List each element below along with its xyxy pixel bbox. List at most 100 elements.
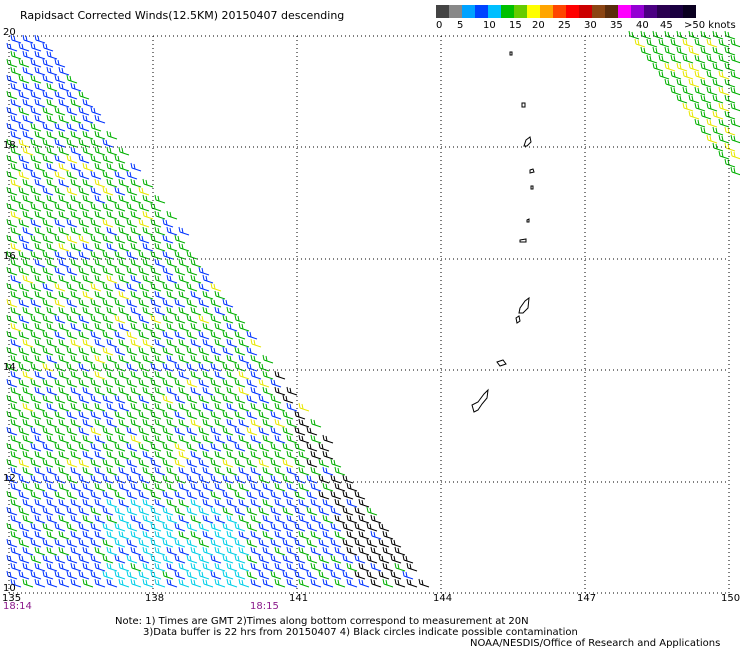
wind-barb bbox=[22, 370, 34, 380]
wind-barb bbox=[78, 234, 90, 244]
wind-barb bbox=[402, 570, 414, 580]
wind-barb bbox=[30, 234, 42, 244]
wind-barb bbox=[154, 434, 166, 444]
wind-barb bbox=[58, 194, 70, 204]
legend-swatch bbox=[579, 5, 592, 18]
wind-barb bbox=[234, 362, 246, 372]
wind-barb bbox=[166, 210, 178, 220]
wind-barb bbox=[700, 94, 712, 104]
wind-barb bbox=[22, 322, 34, 332]
wind-barb bbox=[210, 330, 222, 340]
wind-barb bbox=[22, 66, 34, 76]
wind-barb bbox=[178, 274, 190, 284]
lon-label-141: 141 bbox=[289, 593, 309, 604]
wind-barb bbox=[58, 146, 70, 156]
wind-barb bbox=[126, 442, 138, 452]
wind-barb bbox=[22, 178, 34, 188]
wind-barb bbox=[18, 538, 30, 548]
wind-barb bbox=[22, 402, 34, 412]
wind-barb bbox=[30, 90, 42, 100]
wind-barb bbox=[46, 210, 58, 220]
wind-barb bbox=[70, 562, 82, 572]
wind-barb bbox=[688, 94, 700, 104]
wind-barb bbox=[306, 522, 318, 532]
wind-barb bbox=[174, 362, 186, 372]
wind-barb bbox=[366, 570, 378, 580]
wind-barb bbox=[70, 546, 82, 556]
wind-barb bbox=[262, 466, 274, 476]
wind-barb bbox=[18, 346, 30, 356]
wind-barb bbox=[262, 562, 274, 572]
wind-barb bbox=[186, 554, 198, 564]
wind-barb bbox=[114, 426, 126, 436]
wind-barb bbox=[94, 434, 106, 444]
wind-barb bbox=[142, 482, 154, 492]
wind-barb bbox=[202, 450, 214, 460]
wind-barb bbox=[190, 578, 202, 588]
wind-barb bbox=[66, 442, 78, 452]
wind-barb bbox=[186, 250, 198, 260]
wind-barb bbox=[346, 578, 358, 588]
wind-barb bbox=[270, 442, 282, 452]
wind-barb bbox=[174, 570, 186, 580]
wind-barb bbox=[114, 506, 126, 516]
wind-barb bbox=[70, 514, 82, 524]
wind-barb bbox=[214, 434, 226, 444]
wind-barb bbox=[222, 362, 234, 372]
wind-barb bbox=[270, 378, 282, 388]
wind-barb bbox=[142, 242, 154, 252]
wind-barb bbox=[102, 250, 114, 260]
wind-barb bbox=[190, 498, 202, 508]
wind-barb bbox=[178, 226, 190, 236]
wind-barb bbox=[10, 402, 22, 412]
wind-barb bbox=[262, 514, 274, 524]
wind-barb bbox=[730, 38, 740, 48]
wind-barb bbox=[90, 298, 102, 308]
wind-barb bbox=[54, 138, 66, 148]
wind-barb bbox=[34, 482, 46, 492]
wind-barb bbox=[222, 442, 234, 452]
wind-barb bbox=[370, 546, 382, 556]
wind-barb bbox=[334, 578, 346, 588]
wind-barb bbox=[198, 426, 210, 436]
wind-barb bbox=[226, 322, 238, 332]
wind-barb bbox=[676, 62, 688, 72]
wind-barb bbox=[334, 514, 346, 524]
wind-barb bbox=[210, 490, 222, 500]
wind-barb bbox=[234, 554, 246, 564]
lon-label-147: 147 bbox=[577, 593, 597, 604]
wind-barb bbox=[30, 202, 42, 212]
wind-barb bbox=[82, 482, 94, 492]
wind-barb bbox=[10, 98, 22, 108]
wind-barb bbox=[246, 554, 258, 564]
wind-barb bbox=[166, 274, 178, 284]
wind-barb bbox=[186, 506, 198, 516]
wind-barb bbox=[274, 418, 286, 428]
wind-barb bbox=[18, 266, 30, 276]
wind-barb bbox=[202, 578, 214, 588]
wind-barb bbox=[174, 314, 186, 324]
wind-barb bbox=[202, 338, 214, 348]
legend-label: 20 bbox=[532, 20, 545, 31]
legend-label: 35 bbox=[610, 20, 623, 31]
wind-barb bbox=[210, 474, 222, 484]
legend-label: 0 bbox=[436, 20, 443, 31]
wind-barb bbox=[126, 554, 138, 564]
wind-barb bbox=[10, 450, 22, 460]
wind-barb bbox=[138, 362, 150, 372]
wind-barb bbox=[706, 102, 718, 112]
wind-barb bbox=[66, 266, 78, 276]
wind-barb bbox=[162, 330, 174, 340]
wind-barb bbox=[66, 378, 78, 388]
wind-barb bbox=[114, 314, 126, 324]
wind-barb bbox=[138, 282, 150, 292]
wind-barb bbox=[258, 490, 270, 500]
wind-barb bbox=[126, 218, 138, 228]
wind-barb bbox=[94, 482, 106, 492]
wind-barb bbox=[94, 146, 106, 156]
wind-barb bbox=[202, 386, 214, 396]
wind-barb bbox=[58, 290, 70, 300]
wind-barb bbox=[282, 410, 294, 420]
legend-swatch bbox=[501, 5, 514, 18]
wind-barb bbox=[90, 218, 102, 228]
